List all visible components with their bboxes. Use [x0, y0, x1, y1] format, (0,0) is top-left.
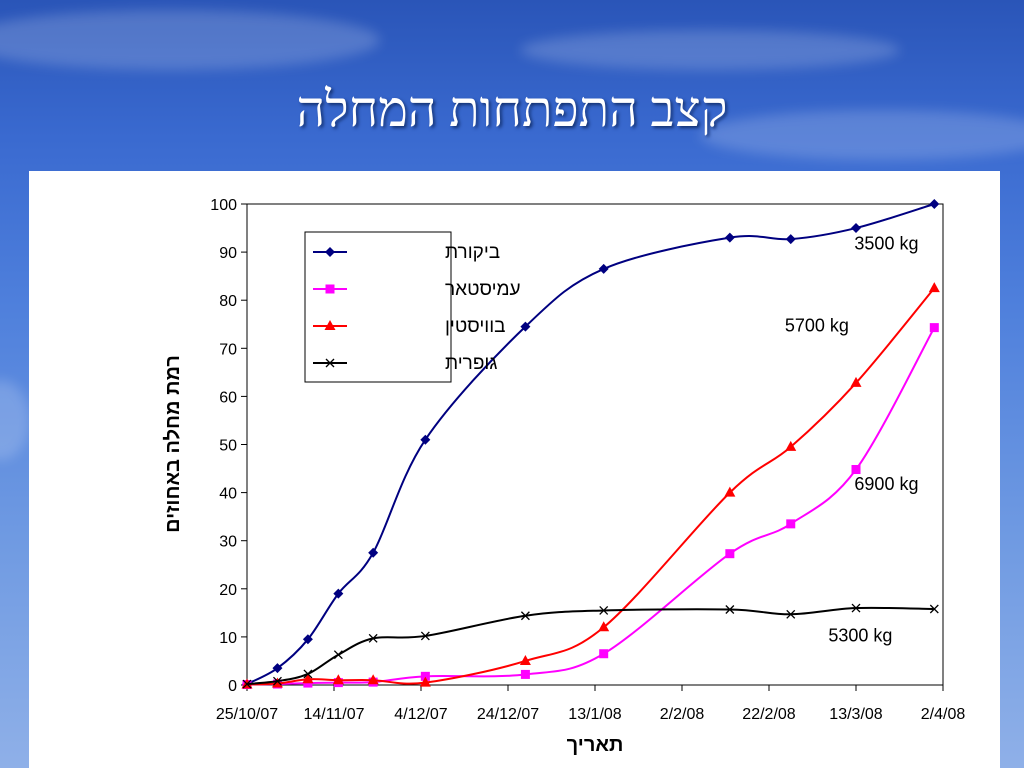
legend-label: גופרית: [445, 353, 497, 374]
annotation-label: 3500 kg: [854, 234, 918, 254]
data-point: [420, 631, 430, 641]
data-point: [271, 677, 283, 688]
data-point: [851, 465, 861, 475]
legend-marker: [325, 247, 335, 257]
marker-stroke: [929, 604, 939, 614]
marker-stroke: [420, 631, 430, 641]
data-point: [368, 547, 379, 558]
x-tick-label: 13/3/08: [829, 706, 882, 723]
marker-stroke: [325, 358, 335, 368]
data-point: [419, 676, 431, 687]
y-tick-label: 40: [219, 486, 237, 503]
marker-stroke: [333, 650, 343, 660]
marker-stroke: [272, 676, 282, 686]
y-tick-label: 70: [219, 341, 237, 358]
background-streak: [0, 10, 380, 70]
x-tick-label: 14/11/07: [303, 706, 364, 723]
data-point: [242, 679, 252, 689]
line-chart: 0 10 20 30 40 50 60 70 80 90 100 25/10/07 14/11/07 4/…: [162, 197, 966, 756]
legend-marker: [325, 358, 335, 368]
data-point: [598, 263, 609, 274]
data-point: [785, 440, 797, 451]
x-tick-label: 22/2/08: [742, 706, 795, 723]
marker-stroke: [725, 605, 735, 614]
data-point: [333, 650, 343, 660]
y-tick-label: 60: [219, 389, 237, 406]
marker-stroke: [303, 669, 313, 679]
legend-marker: [324, 320, 336, 330]
y-tick-label: 20: [219, 582, 237, 599]
x-tick-label: 13/1/08: [568, 706, 621, 723]
data-point: [929, 323, 939, 333]
series-line-4: [246, 606, 935, 686]
data-point: [725, 605, 735, 614]
data-point: [420, 671, 430, 681]
y-tick-label: 90: [219, 245, 237, 262]
marker-stroke: [786, 609, 796, 619]
marker-stroke: [520, 611, 530, 621]
data-point: [786, 519, 796, 529]
data-point: [724, 232, 735, 243]
data-point: [520, 321, 531, 332]
y-tick-label: 100: [210, 197, 237, 214]
data-point: [520, 669, 530, 679]
x-tick-label: 25/10/07: [216, 706, 278, 723]
legend-marker: [325, 284, 335, 294]
data-point: [272, 676, 282, 686]
data-point: [519, 654, 531, 665]
data-point: [598, 621, 610, 632]
x-axis-title: תאריך: [567, 734, 624, 756]
slide-title: קצב התפתחות המחלה: [296, 81, 728, 137]
data-point: [929, 604, 939, 614]
data-point: [302, 634, 313, 645]
y-axis-title: רמת מחלה באחוזים: [162, 355, 184, 533]
data-point: [420, 434, 431, 445]
data-point: [785, 234, 796, 245]
data-point: [725, 549, 735, 559]
data-point: [333, 588, 344, 599]
chart-panel: 0 10 20 30 40 50 60 70 80 90 100 25/10/07 14/11/07 4/…: [29, 171, 1000, 768]
legend-box: [304, 231, 452, 383]
data-point: [303, 669, 313, 679]
marker-stroke: [851, 603, 861, 613]
data-point: [786, 609, 796, 619]
y-tick-label: 10: [219, 630, 237, 647]
legend-label: בוויסטין: [445, 316, 506, 337]
marker-stroke: [368, 633, 378, 643]
y-tick-label: 50: [219, 438, 237, 455]
background-streak: [700, 110, 1024, 160]
marker-stroke: [599, 605, 609, 615]
data-point: [368, 633, 378, 643]
legend-label: ביקורת: [445, 242, 500, 263]
annotation-label: 5700 kg: [785, 315, 849, 335]
data-point: [332, 674, 344, 685]
x-tick-label: 4/12/07: [394, 706, 447, 723]
data-point: [851, 603, 861, 613]
data-point: [599, 605, 609, 615]
y-tick-label: 30: [219, 534, 237, 551]
annotation-label: 5300 kg: [828, 626, 892, 646]
data-point: [929, 199, 940, 209]
background-streak: [520, 30, 900, 70]
data-point: [367, 674, 379, 685]
data-point: [850, 376, 862, 387]
background-streak: [0, 380, 30, 460]
x-tick-label: 24/12/07: [477, 706, 539, 723]
data-point: [599, 649, 609, 659]
data-point: [272, 663, 283, 674]
data-point: [520, 611, 530, 621]
data-point: [724, 486, 736, 497]
data-point: [928, 282, 940, 293]
x-tick-label: 2/4/08: [921, 706, 966, 723]
x-tick-label: 2/2/08: [660, 706, 705, 723]
legend-label: עמיסטאר: [445, 279, 521, 300]
data-point: [851, 223, 861, 234]
data-point: [302, 673, 314, 684]
annotation-label: 6900 kg: [854, 474, 918, 494]
marker-stroke: [242, 679, 252, 689]
y-tick-label: 0: [228, 678, 237, 695]
y-tick-label: 80: [219, 293, 237, 310]
